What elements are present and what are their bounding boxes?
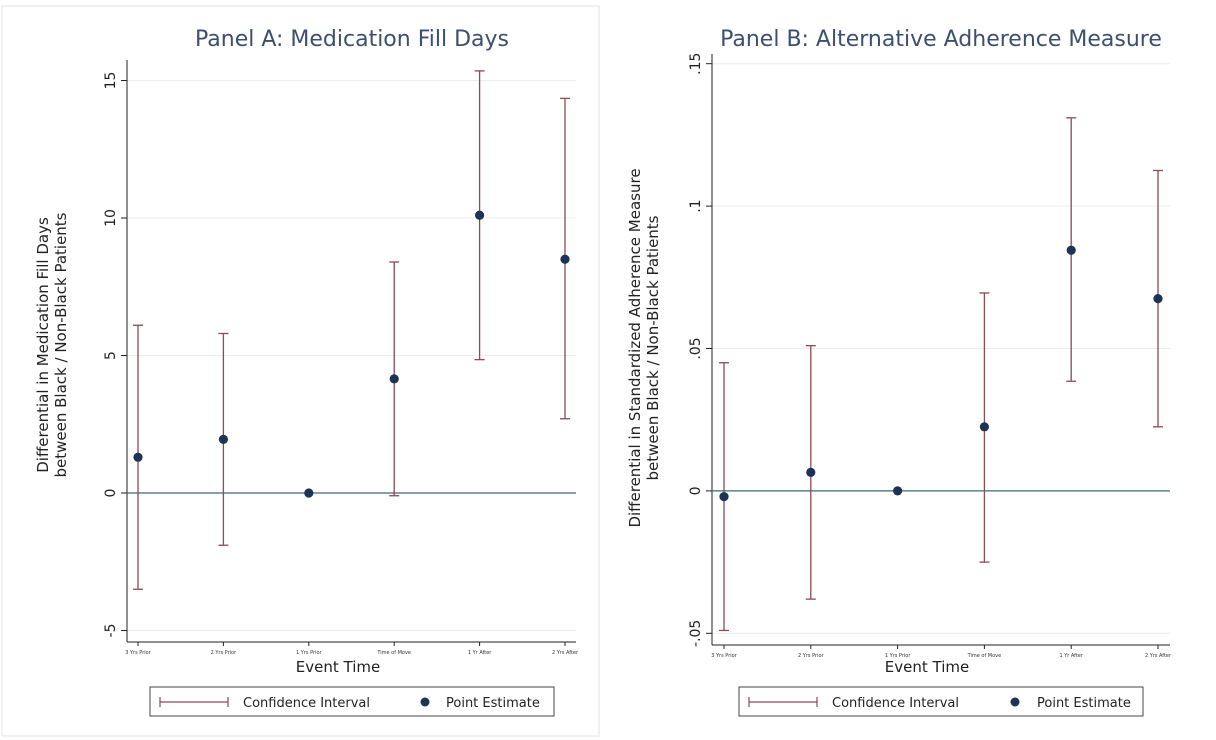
panel-a-point-estimate [389,374,399,384]
panel-a-plot-area: -5 0 5 10 15 3 Yrs Prior 2 Yrs Prior 1 Yrs Prio… [103,60,579,656]
panel-a-ylabel-line-2: between Black / Non-Black Patients [52,212,70,477]
panel-a-xtick-label: 1 Yrs Prior [296,650,323,656]
panel-a-medication-fill-days: Panel A: Medication Fill Days Differenti… [1,5,600,737]
panel-b-ylabel-line-1: Differential in Standardized Adherence M… [626,168,644,527]
panel-a-xtick-label: 2 Yrs Prior [211,650,238,656]
panel-b-point-estimate [1153,294,1163,304]
panel-a-legend-ci-label: Confidence Interval [243,696,370,711]
panel-a-title: Panel A: Medication Fill Days [195,27,509,52]
panel-b-legend: Confidence Interval Point Estimate [738,686,1144,717]
panel-a-legend: Confidence Interval Point Estimate [149,686,555,717]
panel-b-point-estimate [719,491,729,502]
panel-a-xtick-label: 3 Yrs Prior [125,650,152,656]
panel-a-xtick-label: 1 Yr After [468,650,492,656]
panel-a-ylabel-line-1: Differential in Medication Fill Days [34,217,52,473]
panel-b-xtick-label: 2 Yrs After [1145,653,1172,659]
panel-b-xtick-label: 1 Yr After [1059,653,1083,659]
panel-b-ytick-label: .15 [688,53,704,75]
panel-b-legend-point-symbol [1010,697,1020,707]
panel-b-alternative-adherence-measure: Panel B: Alternative Adherence Measure D… [626,27,1172,717]
panel-b-ytick-label: -.05 [688,620,704,647]
panel-b-point-estimate [1066,245,1076,255]
panel-b-ytick-label: .05 [688,337,704,359]
panel-b-xlabel: Event Time [885,658,969,676]
panel-a-xtick-label: 2 Yrs After [552,650,579,656]
panel-b-point-estimate [806,467,816,477]
panel-a-ytick-label: 10 [103,209,119,227]
panel-a-legend-ci-symbol [159,697,229,707]
panel-a-point-estimate [133,452,143,462]
panel-b-plot-area: -.05 0 .05 .1 .15 3 Yrs Prior 2 Yrs Prior 1 Yrs… [688,53,1172,659]
panel-b-legend-point-label: Point Estimate [1037,696,1131,711]
panel-b-legend-ci-label: Confidence Interval [832,696,959,711]
panel-b-ytick-label: .1 [688,199,704,212]
panel-a-ytick-label: 0 [103,489,119,498]
panel-a-legend-point-symbol [420,697,430,707]
panel-a-frame [1,5,600,737]
panel-a-xtick-label: Time of Move [376,650,411,656]
panel-b-xtick-label: 3 Yrs Prior [711,653,738,659]
panel-b-title: Panel B: Alternative Adherence Measure [720,27,1162,52]
panel-b-y-axis-title: Differential in Standardized Adherence M… [626,168,662,527]
panel-b-xtick-label: 2 Yrs Prior [798,653,825,659]
panel-a-point-estimate [304,488,314,498]
panel-a-point-estimate [218,434,228,444]
panel-a-point-estimate [475,210,485,220]
panel-a-xlabel: Event Time [296,658,380,676]
panel-a-ytick-label: 5 [103,351,119,360]
panel-a-ytick-label: -5 [103,624,119,638]
panel-a-ytick-label: 15 [103,72,119,90]
panel-b-ylabel-line-2: between Black / Non-Black Patients [644,215,662,480]
panel-a-legend-point-label: Point Estimate [446,696,540,711]
panel-b-point-estimate [979,422,990,432]
panel-b-legend-ci-symbol [748,697,818,707]
panel-a-y-axis-title: Differential in Medication Fill Days bet… [34,212,70,477]
panel-b-ytick-label: 0 [688,486,704,495]
panel-b-xtick-label: Time of Move [967,653,1002,659]
panel-b-xtick-label: 1 Yrs Prior [885,653,912,659]
panel-b-point-estimate [893,486,903,496]
panel-a-point-estimate [560,254,570,264]
